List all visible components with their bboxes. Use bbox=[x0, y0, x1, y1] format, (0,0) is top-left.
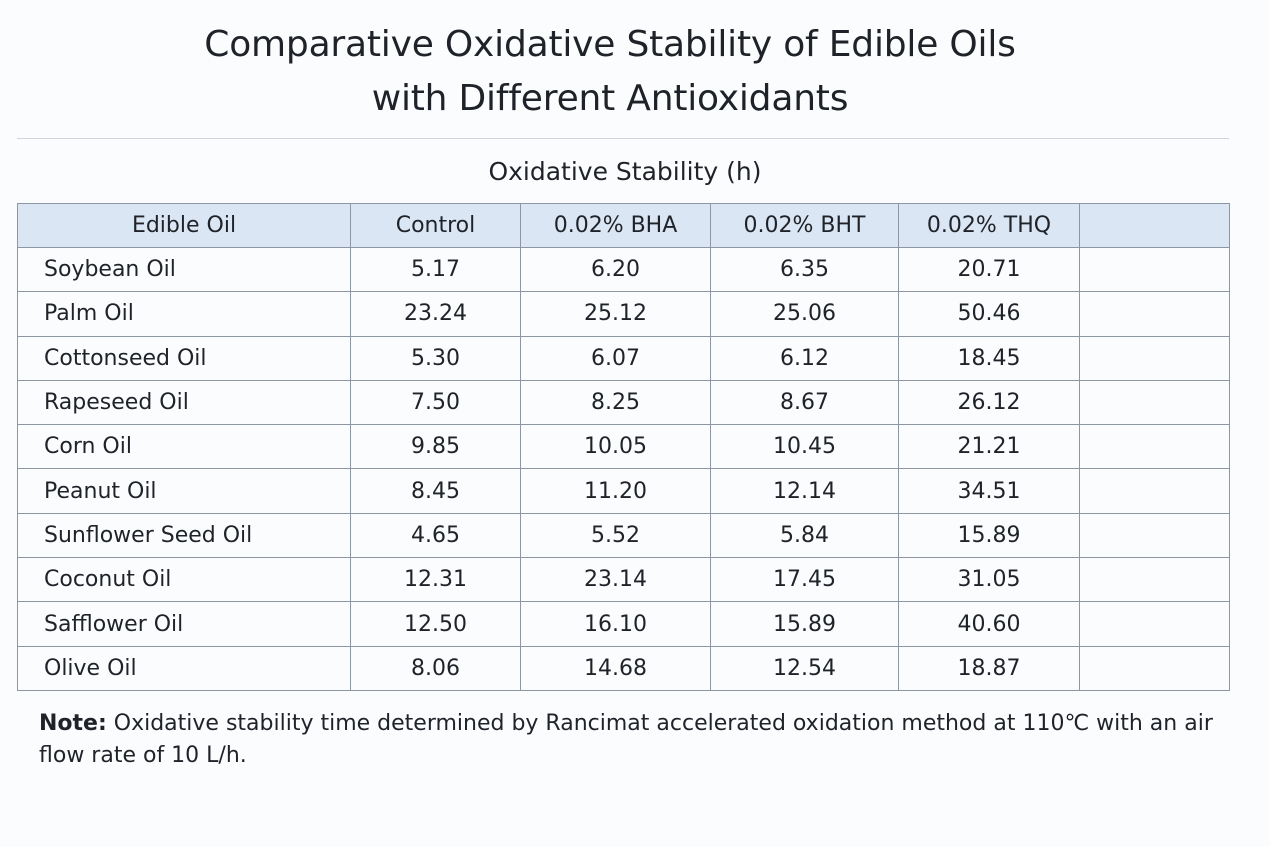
bha-value-cell: 8.25 bbox=[520, 379, 711, 426]
bha-value-cell: 11.20 bbox=[520, 468, 711, 514]
column-header-bht: 0.02% BHT bbox=[710, 203, 899, 248]
table-note: Note: Oxidative stability time determine… bbox=[39, 708, 1219, 772]
table-row: Peanut Oil 8.45 11.20 12.14 34.51 bbox=[17, 468, 1230, 514]
bha-value-cell: 6.07 bbox=[520, 335, 711, 381]
thq-value-cell: 18.87 bbox=[898, 645, 1080, 691]
column-header-edible-oil: Edible Oil bbox=[17, 203, 351, 248]
bht-value-cell: 8.67 bbox=[710, 379, 899, 426]
title-line-1: Comparative Oxidative Stability of Edibl… bbox=[204, 24, 1016, 65]
thq-value-cell: 21.21 bbox=[898, 424, 1080, 470]
thq-value-cell: 31.05 bbox=[898, 557, 1080, 603]
bha-value-cell: 16.10 bbox=[520, 601, 711, 647]
control-value-cell: 12.50 bbox=[350, 601, 521, 647]
title-line-2: with Different Antioxidants bbox=[371, 78, 849, 119]
empty-cell bbox=[1079, 601, 1230, 647]
table-subtitle: Oxidative Stability (h) bbox=[488, 157, 762, 186]
oxidative-stability-table: Edible Oil Control 0.02% BHA 0.02% BHT 0… bbox=[17, 203, 1230, 691]
thq-value-cell: 40.60 bbox=[898, 601, 1080, 647]
note-label: Note: bbox=[39, 711, 107, 736]
bht-value-cell: 12.54 bbox=[710, 645, 899, 691]
control-value-cell: 8.45 bbox=[350, 468, 521, 514]
oil-name-cell: Corn Oil bbox=[17, 424, 351, 470]
note-text: Oxidative stability time determined by R… bbox=[39, 711, 1213, 768]
bht-value-cell: 17.45 bbox=[710, 557, 899, 603]
empty-cell bbox=[1079, 468, 1230, 514]
oil-name-cell: Soybean Oil bbox=[17, 246, 351, 293]
bht-value-cell: 25.06 bbox=[710, 291, 899, 337]
thq-value-cell: 34.51 bbox=[898, 468, 1080, 514]
empty-cell bbox=[1079, 291, 1230, 337]
oil-name-cell: Peanut Oil bbox=[17, 468, 351, 514]
empty-cell bbox=[1079, 246, 1230, 293]
empty-cell bbox=[1079, 424, 1230, 470]
thq-value-cell: 20.71 bbox=[898, 246, 1080, 293]
bha-value-cell: 6.20 bbox=[520, 246, 711, 293]
table-row: Rapeseed Oil 7.50 8.25 8.67 26.12 bbox=[17, 379, 1230, 426]
control-value-cell: 5.17 bbox=[350, 246, 521, 293]
column-header-control: Control bbox=[350, 203, 521, 248]
control-value-cell: 12.31 bbox=[350, 557, 521, 603]
table-row: Coconut Oil 12.31 23.14 17.45 31.05 bbox=[17, 557, 1230, 603]
control-value-cell: 23.24 bbox=[350, 291, 521, 337]
control-value-cell: 4.65 bbox=[350, 512, 521, 559]
bha-value-cell: 14.68 bbox=[520, 645, 711, 691]
thq-value-cell: 26.12 bbox=[898, 379, 1080, 426]
column-header-bha: 0.02% BHA bbox=[520, 203, 711, 248]
oil-name-cell: Coconut Oil bbox=[17, 557, 351, 603]
bht-value-cell: 6.12 bbox=[710, 335, 899, 381]
empty-cell bbox=[1079, 645, 1230, 691]
table-row: Soybean Oil 5.17 6.20 6.35 20.71 bbox=[17, 246, 1230, 293]
bht-value-cell: 5.84 bbox=[710, 512, 899, 559]
title-divider bbox=[17, 138, 1229, 139]
table-row: Cottonseed Oil 5.30 6.07 6.12 18.45 bbox=[17, 335, 1230, 381]
control-value-cell: 7.50 bbox=[350, 379, 521, 426]
bha-value-cell: 23.14 bbox=[520, 557, 711, 603]
oil-name-cell: Olive Oil bbox=[17, 645, 351, 691]
column-header-empty bbox=[1079, 203, 1230, 248]
oil-name-cell: Safflower Oil bbox=[17, 601, 351, 647]
control-value-cell: 9.85 bbox=[350, 424, 521, 470]
oil-name-cell: Sunflower Seed Oil bbox=[17, 512, 351, 559]
thq-value-cell: 15.89 bbox=[898, 512, 1080, 559]
control-value-cell: 8.06 bbox=[350, 645, 521, 691]
header-row: Edible Oil Control 0.02% BHA 0.02% BHT 0… bbox=[17, 203, 1230, 248]
table-row: Sunflower Seed Oil 4.65 5.52 5.84 15.89 bbox=[17, 512, 1230, 559]
table-body: Soybean Oil 5.17 6.20 6.35 20.71 Palm Oi… bbox=[17, 246, 1230, 691]
oil-name-cell: Palm Oil bbox=[17, 291, 351, 337]
bht-value-cell: 15.89 bbox=[710, 601, 899, 647]
bha-value-cell: 5.52 bbox=[520, 512, 711, 559]
table-row: Palm Oil 23.24 25.12 25.06 50.46 bbox=[17, 291, 1230, 337]
table-header: Edible Oil Control 0.02% BHA 0.02% BHT 0… bbox=[17, 203, 1230, 248]
bha-value-cell: 25.12 bbox=[520, 291, 711, 337]
empty-cell bbox=[1079, 512, 1230, 559]
bha-value-cell: 10.05 bbox=[520, 424, 711, 470]
empty-cell bbox=[1079, 335, 1230, 381]
table-row: Olive Oil 8.06 14.68 12.54 18.87 bbox=[17, 645, 1230, 691]
table-row: Corn Oil 9.85 10.05 10.45 21.21 bbox=[17, 424, 1230, 470]
bht-value-cell: 12.14 bbox=[710, 468, 899, 514]
empty-cell bbox=[1079, 379, 1230, 426]
control-value-cell: 5.30 bbox=[350, 335, 521, 381]
oil-name-cell: Cottonseed Oil bbox=[17, 335, 351, 381]
oil-name-cell: Rapeseed Oil bbox=[17, 379, 351, 426]
empty-cell bbox=[1079, 557, 1230, 603]
bht-value-cell: 6.35 bbox=[710, 246, 899, 293]
column-header-thq: 0.02% THQ bbox=[898, 203, 1080, 248]
page-title: Comparative Oxidative Stability of Edibl… bbox=[0, 18, 1220, 126]
bht-value-cell: 10.45 bbox=[710, 424, 899, 470]
thq-value-cell: 18.45 bbox=[898, 335, 1080, 381]
table-row: Safflower Oil 12.50 16.10 15.89 40.60 bbox=[17, 601, 1230, 647]
thq-value-cell: 50.46 bbox=[898, 291, 1080, 337]
